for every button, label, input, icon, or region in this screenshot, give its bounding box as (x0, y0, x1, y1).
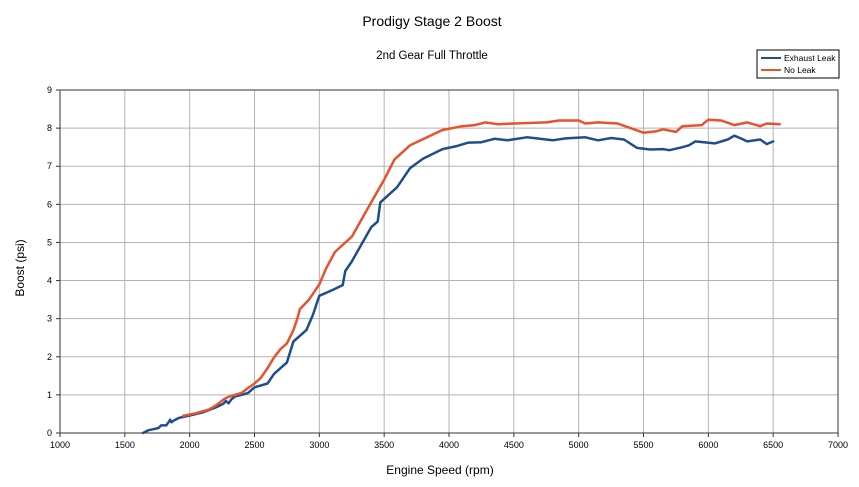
y-tick-label: 0 (47, 428, 52, 438)
x-tick-label: 5000 (569, 440, 589, 450)
x-tick-label: 2500 (244, 440, 264, 450)
series-line-no-leak (181, 118, 781, 418)
y-tick-label: 3 (47, 314, 52, 324)
y-tick-label: 7 (47, 161, 52, 171)
y-tick-label: 5 (47, 237, 52, 247)
x-tick-label: 3000 (309, 440, 329, 450)
x-tick-label: 6000 (698, 440, 718, 450)
y-axis-label: Boost (psi) (13, 239, 27, 296)
x-tick-label: 6500 (763, 440, 783, 450)
x-tick-label: 1500 (115, 440, 135, 450)
x-tick-label: 5500 (633, 440, 653, 450)
y-tick-label: 1 (47, 390, 52, 400)
x-tick-label: 3500 (374, 440, 394, 450)
y-tick-label: 9 (47, 85, 52, 95)
y-tick-label: 2 (47, 352, 52, 362)
y-tick-label: 4 (47, 276, 52, 286)
x-tick-label: 2000 (180, 440, 200, 450)
x-tick-label: 4000 (439, 440, 459, 450)
x-axis-ticks: 1000 1500 2000 2500 3000 3500 4000 4500 5000 5500… (50, 433, 848, 450)
x-axis-label: Engine Speed (rpm) (386, 463, 493, 477)
y-tick-label: 8 (47, 123, 52, 133)
x-tick-label: 1000 (50, 440, 70, 450)
series-layer (141, 118, 781, 435)
x-tick-label: 4500 (504, 440, 524, 450)
legend-label-no-leak: No Leak (784, 65, 816, 75)
chart-title: Prodigy Stage 2 Boost (362, 13, 501, 29)
legend: Exhaust Leak No Leak (756, 49, 840, 79)
legend-label-exhaust-leak: Exhaust Leak (784, 53, 836, 63)
legend-box (756, 49, 840, 79)
x-tick-label: 7000 (828, 440, 848, 450)
chart-subtitle: 2nd Gear Full Throttle (376, 50, 488, 62)
y-axis-ticks: 0 1 2 3 4 5 6 7 8 9 (47, 85, 60, 438)
y-tick-label: 6 (47, 199, 52, 209)
series-line-exhaust-leak (141, 134, 775, 435)
